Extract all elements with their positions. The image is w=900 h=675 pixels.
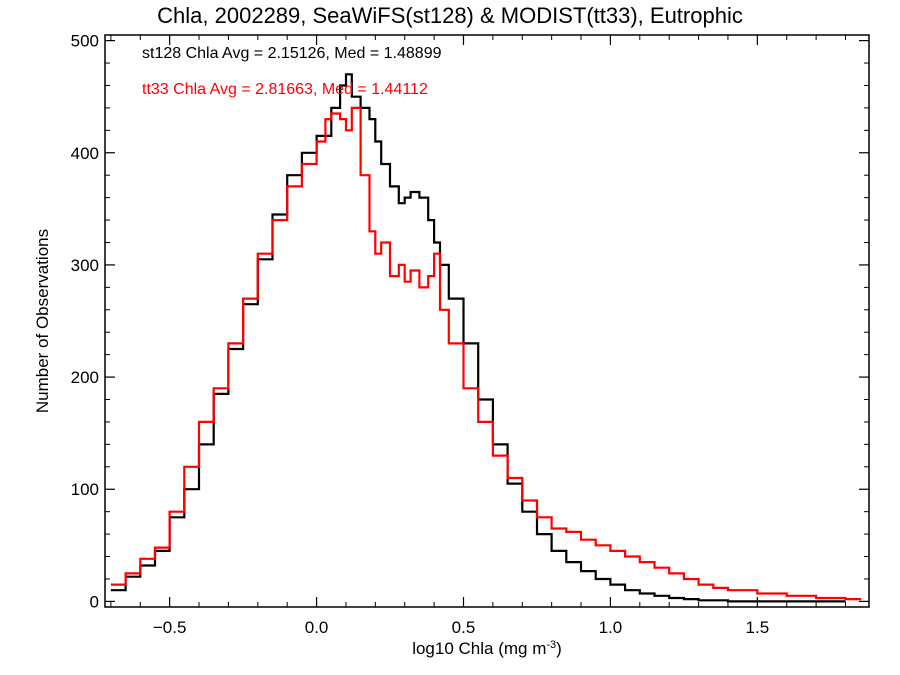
x-tick-label: 1.5 bbox=[746, 618, 770, 637]
x-axis-label-sup: -3 bbox=[546, 639, 556, 651]
x-tick-label: 0.5 bbox=[452, 618, 476, 637]
y-tick-label: 0 bbox=[90, 592, 99, 611]
x-tick-label: 1.0 bbox=[599, 618, 623, 637]
y-tick-label: 100 bbox=[71, 480, 99, 499]
x-axis-label-main: log10 Chla (mg m bbox=[412, 639, 546, 658]
annotation-st128: st128 Chla Avg = 2.15126, Med = 1.48899 bbox=[142, 45, 442, 62]
plot-frame bbox=[104, 34, 870, 608]
series-line-tt33 bbox=[110, 106, 862, 601]
series-layer bbox=[110, 73, 862, 603]
chart-title: Chla, 2002289, SeaWiFS(st128) & MODIST(t… bbox=[157, 3, 743, 28]
ticks-layer: −0.5 0.0 0.5 1.0 1.5 0 100 200 300 400 500 bbox=[71, 32, 869, 637]
x-tick-label: 0.0 bbox=[305, 618, 329, 637]
y-tick-label: 400 bbox=[71, 144, 99, 163]
series-line-st128 bbox=[110, 73, 846, 603]
x-axis-label-end: ) bbox=[556, 639, 562, 658]
y-axis-label: Number of Observations bbox=[33, 229, 52, 413]
y-tick-label: 200 bbox=[71, 368, 99, 387]
x-axis-label: log10 Chla (mg m-3) bbox=[412, 639, 562, 658]
y-tick-label: 300 bbox=[71, 256, 99, 275]
annotation-tt33: tt33 Chla Avg = 2.81663, Med = 1.44112 bbox=[142, 81, 428, 98]
y-tick-label: 500 bbox=[71, 32, 99, 51]
x-tick-label: −0.5 bbox=[153, 618, 187, 637]
